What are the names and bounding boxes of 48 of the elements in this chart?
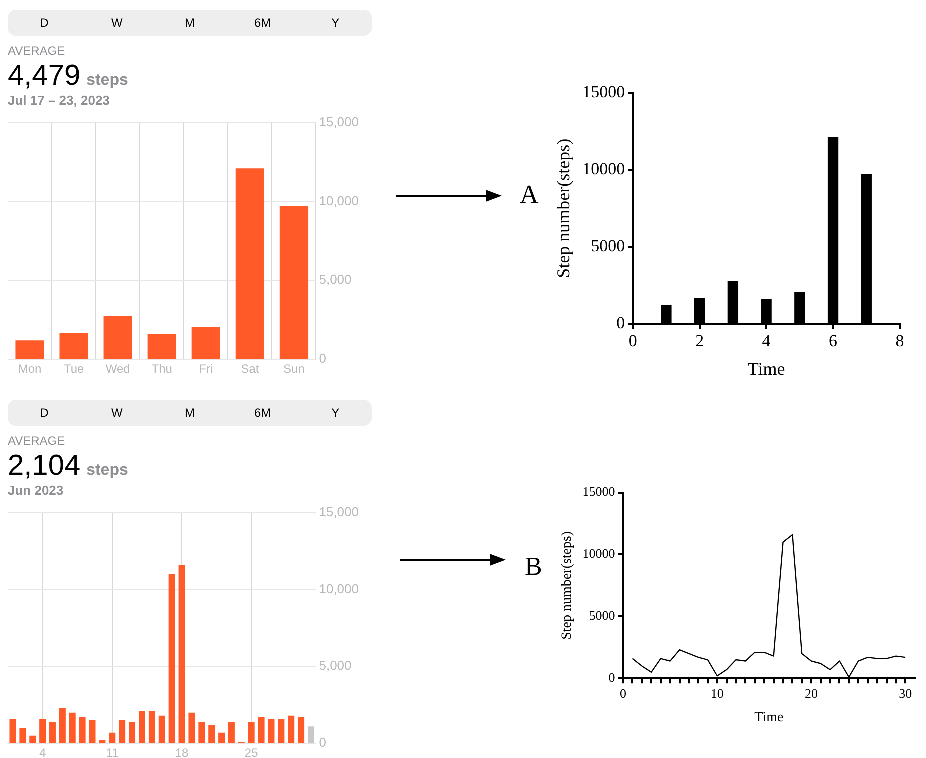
chart-title: 4,479 steps bbox=[8, 60, 128, 92]
y-tick-label: 15000 bbox=[582, 82, 626, 102]
x-tick-label: 30 bbox=[899, 686, 912, 701]
x-tick-label: 0 bbox=[628, 332, 638, 351]
y-tick-label: 10000 bbox=[582, 546, 616, 562]
y-tick-label: 0 bbox=[319, 351, 326, 366]
segmented-control: D W M 6M Y bbox=[8, 10, 372, 36]
x-tick-label: 10 bbox=[710, 686, 724, 701]
x-tick-label: 25 bbox=[244, 746, 259, 758]
x-tick-label: 18 bbox=[175, 746, 189, 758]
x-tick-label: 8 bbox=[896, 332, 904, 351]
text: AVERAGE bbox=[8, 44, 66, 58]
y-tick-label: 5,000 bbox=[319, 272, 352, 288]
y-axis-title: Step number(steps) bbox=[554, 138, 574, 278]
x-axis-title: Time bbox=[754, 710, 784, 726]
x-tick-label: Wed bbox=[106, 362, 130, 376]
y-tick-label: 0 bbox=[608, 670, 616, 686]
text: AVERAGE bbox=[8, 434, 66, 448]
y-tick-label: 15,000 bbox=[319, 114, 360, 130]
y-tick-label: 5,000 bbox=[319, 658, 352, 674]
segmented-control: D W M 6M Y bbox=[8, 400, 372, 426]
text: B bbox=[525, 552, 542, 582]
y-tick-label: 0 bbox=[616, 313, 626, 332]
x-tick-label: Thu bbox=[152, 362, 172, 376]
y-tick-label: 5000 bbox=[589, 608, 616, 624]
y-tick-label: 10,000 bbox=[319, 581, 360, 596]
x-axis-title: Time bbox=[748, 358, 786, 379]
y-tick-label: 5000 bbox=[591, 236, 626, 256]
x-tick-label: Sun bbox=[284, 362, 305, 376]
x-tick-label: Tue bbox=[64, 362, 84, 376]
x-tick-label: 2 bbox=[696, 332, 704, 351]
chart-subtitle: Jul 17 – 23, 2023 bbox=[8, 93, 111, 108]
y-tick-label: 10,000 bbox=[319, 193, 360, 208]
chart-subtitle: Jun 2023 bbox=[8, 483, 65, 498]
x-tick-label: Fri bbox=[199, 362, 214, 376]
x-tick-label: 6 bbox=[829, 332, 838, 351]
y-tick-label: 15,000 bbox=[319, 504, 360, 520]
x-tick-label: 4 bbox=[762, 332, 772, 351]
x-tick-label: 11 bbox=[106, 746, 119, 758]
x-tick-label: 4 bbox=[39, 746, 46, 758]
chart-title: 2,104 steps bbox=[8, 450, 128, 482]
x-tick-label: Sat bbox=[241, 362, 260, 376]
x-tick-label: Mon bbox=[18, 362, 42, 376]
y-tick-label: 10000 bbox=[582, 160, 626, 179]
x-tick-label: 20 bbox=[804, 686, 818, 701]
y-axis-title: Step number(steps) bbox=[560, 531, 576, 640]
text: A bbox=[520, 180, 539, 210]
y-tick-label: 15000 bbox=[582, 484, 616, 500]
